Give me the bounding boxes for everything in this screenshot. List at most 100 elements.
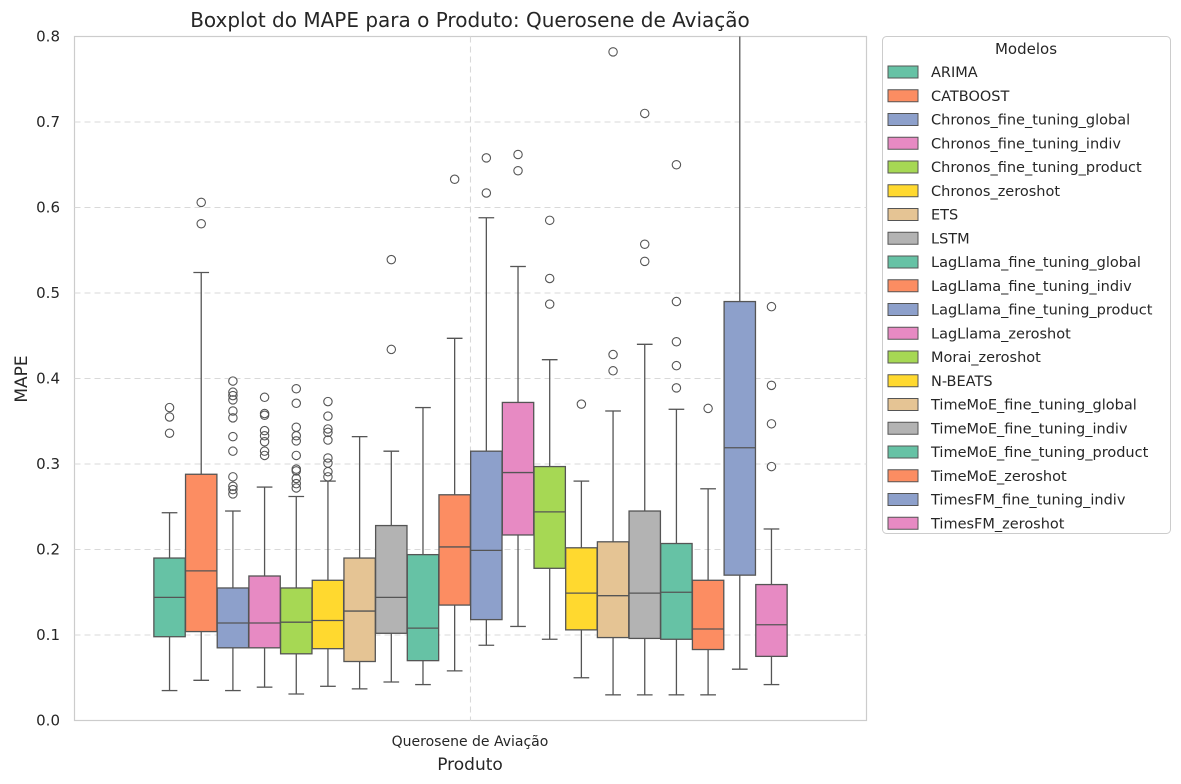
- outlier-point: [291, 473, 302, 484]
- legend: Modelos ARIMA CATBOOST Chronos_fine_tuning…: [882, 36, 1171, 534]
- outlier-point: [323, 411, 333, 421]
- box-iqr: [470, 450, 503, 621]
- outlier-point: [766, 380, 777, 391]
- outlier-point: [639, 256, 650, 267]
- outlier-point: [513, 165, 523, 176]
- legend-swatch: [887, 398, 919, 411]
- outlier-point: [259, 450, 270, 461]
- box-iqr: [248, 575, 281, 649]
- box-TimeMoE_fine_tuning_indiv: [628, 108, 662, 696]
- outlier-point: [671, 383, 682, 393]
- outlier-point: [291, 384, 302, 394]
- box-iqr: [343, 557, 376, 663]
- legend-item: ARIMA: [887, 65, 978, 81]
- outlier-point: [228, 413, 238, 423]
- outlier-point: [228, 376, 238, 386]
- legend-swatch: [887, 374, 919, 388]
- legend-swatch: [887, 184, 919, 198]
- outlier-point: [513, 149, 523, 160]
- outlier-point: [703, 403, 713, 414]
- box-TimesFM_fine_tuning_indiv: [723, 36, 757, 670]
- legend-label: TimeMoE_fine_tuning_global: [930, 398, 1137, 414]
- legend-swatch: [887, 208, 919, 221]
- outlier-point: [576, 399, 587, 409]
- outlier-point: [291, 398, 302, 409]
- outlier-point: [481, 188, 492, 198]
- outlier-point: [386, 344, 397, 355]
- legend-label: Chronos_fine_tuning_global: [931, 113, 1130, 129]
- x-tick-label: Querosene de Aviação: [392, 734, 549, 750]
- box-LagLlama_zeroshot: [501, 149, 535, 628]
- legend-label: TimesFM_fine_tuning_indiv: [930, 493, 1126, 509]
- box-iqr: [311, 579, 345, 650]
- legend-label: Chronos_fine_tuning_indiv: [931, 136, 1121, 152]
- outlier-point: [228, 431, 238, 442]
- outlier-point: [228, 406, 238, 416]
- outlier-point: [323, 396, 333, 407]
- legend-item: TimeMoE_zeroshot: [887, 469, 1067, 485]
- legend-swatch: [887, 65, 919, 79]
- legend-swatch: [887, 231, 919, 245]
- legend-items: ARIMA CATBOOST Chronos_fine_tuning_global C…: [887, 65, 1153, 532]
- legend-swatch: [887, 303, 919, 316]
- legend-item: Chronos_zeroshot: [887, 184, 1060, 200]
- y-tick-label: 0.8: [36, 28, 60, 46]
- legend-swatch: [887, 516, 919, 530]
- legend-title: Modelos: [995, 40, 1057, 58]
- box-iqr: [565, 547, 598, 631]
- outlier-point: [766, 419, 777, 429]
- box-Chronos_fine_tuning_product: [279, 384, 313, 695]
- outlier-point: [228, 387, 238, 397]
- outlier-point: [228, 472, 238, 482]
- legend-item: TimeMoE_fine_tuning_indiv: [887, 421, 1128, 437]
- box-TimeMoE_fine_tuning_global: [596, 47, 630, 696]
- box-Chronos_zeroshot: [311, 396, 345, 687]
- chart-title: Boxplot do MAPE para o Produto: Querosen…: [190, 8, 750, 32]
- legend-item: LagLlama_fine_tuning_product: [887, 303, 1153, 319]
- box-LagLlama_fine_tuning_indiv: [438, 174, 471, 672]
- y-tick-label: 0.3: [36, 455, 60, 473]
- outlier-point: [164, 412, 175, 422]
- box-TimeMoE_fine_tuning_product: [660, 160, 693, 696]
- legend-swatch: [887, 279, 919, 293]
- outlier-point: [228, 390, 238, 401]
- legend-item: N-BEATS: [887, 374, 993, 390]
- box-iqr: [723, 300, 757, 576]
- y-axis-label: MAPE: [12, 355, 32, 402]
- legend-label: TimeMoE_fine_tuning_product: [930, 445, 1149, 461]
- outlier-point: [323, 424, 333, 434]
- legend-item: CATBOOST: [887, 89, 1009, 105]
- legend-label: TimeMoE_zeroshot: [930, 469, 1067, 485]
- outlier-point: [544, 215, 555, 226]
- box-LagLlama_fine_tuning_product: [470, 153, 503, 646]
- outlier-point: [291, 478, 302, 489]
- outlier-point: [766, 461, 777, 472]
- outlier-point: [671, 160, 682, 170]
- y-tick-label: 0.6: [36, 199, 60, 217]
- outlier-point: [164, 402, 175, 413]
- outlier-point: [196, 218, 206, 229]
- legend-label: ETS: [931, 208, 958, 224]
- outlier-point: [671, 296, 682, 307]
- outlier-point: [544, 299, 555, 309]
- box-ETS: [343, 435, 376, 690]
- outlier-point: [164, 428, 175, 438]
- outlier-point: [259, 431, 270, 441]
- box-iqr: [279, 587, 313, 655]
- box-N-BEATS: [565, 399, 598, 679]
- legend-item: Chronos_fine_tuning_indiv: [887, 136, 1121, 152]
- outlier-point: [323, 435, 333, 445]
- legend-label: LSTM: [931, 231, 970, 247]
- legend-item: LagLlama_fine_tuning_indiv: [887, 279, 1132, 295]
- box-iqr: [216, 587, 250, 649]
- outlier-point: [259, 392, 270, 403]
- y-tick-label: 0.7: [36, 113, 60, 131]
- legend-label: LagLlama_fine_tuning_product: [931, 303, 1153, 319]
- outlier-point: [291, 464, 302, 474]
- box-iqr: [628, 510, 662, 640]
- outlier-point: [228, 481, 238, 491]
- outlier-point: [291, 422, 302, 432]
- legend-item: Chronos_fine_tuning_global: [887, 113, 1130, 129]
- outlier-point: [639, 108, 650, 119]
